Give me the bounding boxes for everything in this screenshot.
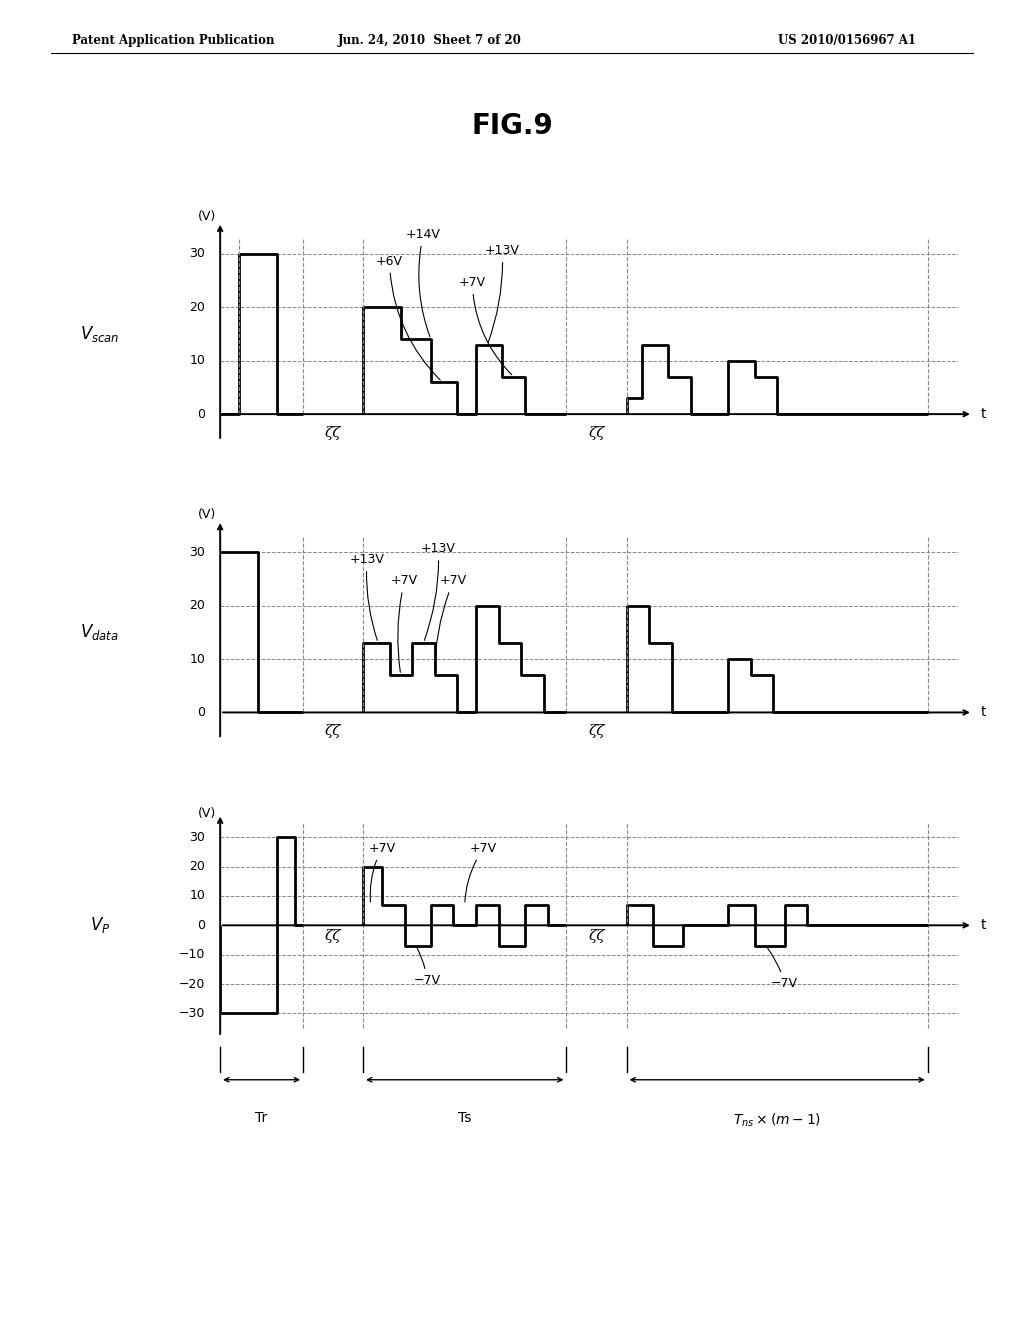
Text: +7V: +7V	[434, 574, 467, 672]
Text: $V_{data}$: $V_{data}$	[80, 622, 119, 643]
Text: 30: 30	[189, 545, 205, 558]
Text: −20: −20	[179, 978, 205, 990]
Text: +7V: +7V	[459, 276, 512, 375]
Text: US 2010/0156967 A1: US 2010/0156967 A1	[778, 34, 916, 48]
Text: 30: 30	[189, 830, 205, 843]
Text: −10: −10	[179, 948, 205, 961]
Text: +7V: +7V	[465, 842, 497, 902]
Text: (V): (V)	[198, 210, 216, 223]
Text: 0: 0	[197, 706, 205, 719]
Text: +14V: +14V	[406, 228, 440, 337]
Text: t: t	[980, 919, 986, 932]
Text: FIG.9: FIG.9	[471, 112, 553, 140]
Text: t: t	[980, 407, 986, 421]
Text: +13V: +13V	[485, 244, 520, 342]
Text: Patent Application Publication: Patent Application Publication	[72, 34, 274, 48]
Text: ζζ: ζζ	[588, 928, 605, 942]
Text: 0: 0	[197, 919, 205, 932]
Text: −7V: −7V	[768, 948, 798, 990]
Text: +13V: +13V	[349, 553, 384, 640]
Text: (V): (V)	[198, 808, 216, 820]
Text: +6V: +6V	[376, 255, 440, 380]
Text: t: t	[980, 705, 986, 719]
Text: ζζ: ζζ	[325, 725, 341, 738]
Text: Jun. 24, 2010  Sheet 7 of 20: Jun. 24, 2010 Sheet 7 of 20	[338, 34, 522, 48]
Text: ζζ: ζζ	[588, 426, 605, 440]
Text: +7V: +7V	[391, 574, 418, 672]
Text: +13V: +13V	[421, 543, 456, 640]
Text: ζζ: ζζ	[325, 928, 341, 942]
Text: 20: 20	[189, 861, 205, 873]
Text: −30: −30	[179, 1007, 205, 1020]
Text: Tr: Tr	[255, 1111, 267, 1126]
Text: 20: 20	[189, 599, 205, 612]
Text: 30: 30	[189, 247, 205, 260]
Text: $V_{scan}$: $V_{scan}$	[80, 323, 120, 345]
Text: $T_{ns}\times(m-1)$: $T_{ns}\times(m-1)$	[733, 1111, 821, 1129]
Text: 20: 20	[189, 301, 205, 314]
Text: −7V: −7V	[414, 948, 440, 987]
Text: Ts: Ts	[458, 1111, 471, 1126]
Text: 0: 0	[197, 408, 205, 421]
Text: 10: 10	[189, 890, 205, 903]
Text: $V_P$: $V_P$	[89, 915, 110, 936]
Text: (V): (V)	[198, 508, 216, 521]
Text: ζζ: ζζ	[588, 725, 605, 738]
Text: +7V: +7V	[369, 842, 395, 902]
Text: ζζ: ζζ	[325, 426, 341, 440]
Text: 10: 10	[189, 652, 205, 665]
Text: 10: 10	[189, 354, 205, 367]
